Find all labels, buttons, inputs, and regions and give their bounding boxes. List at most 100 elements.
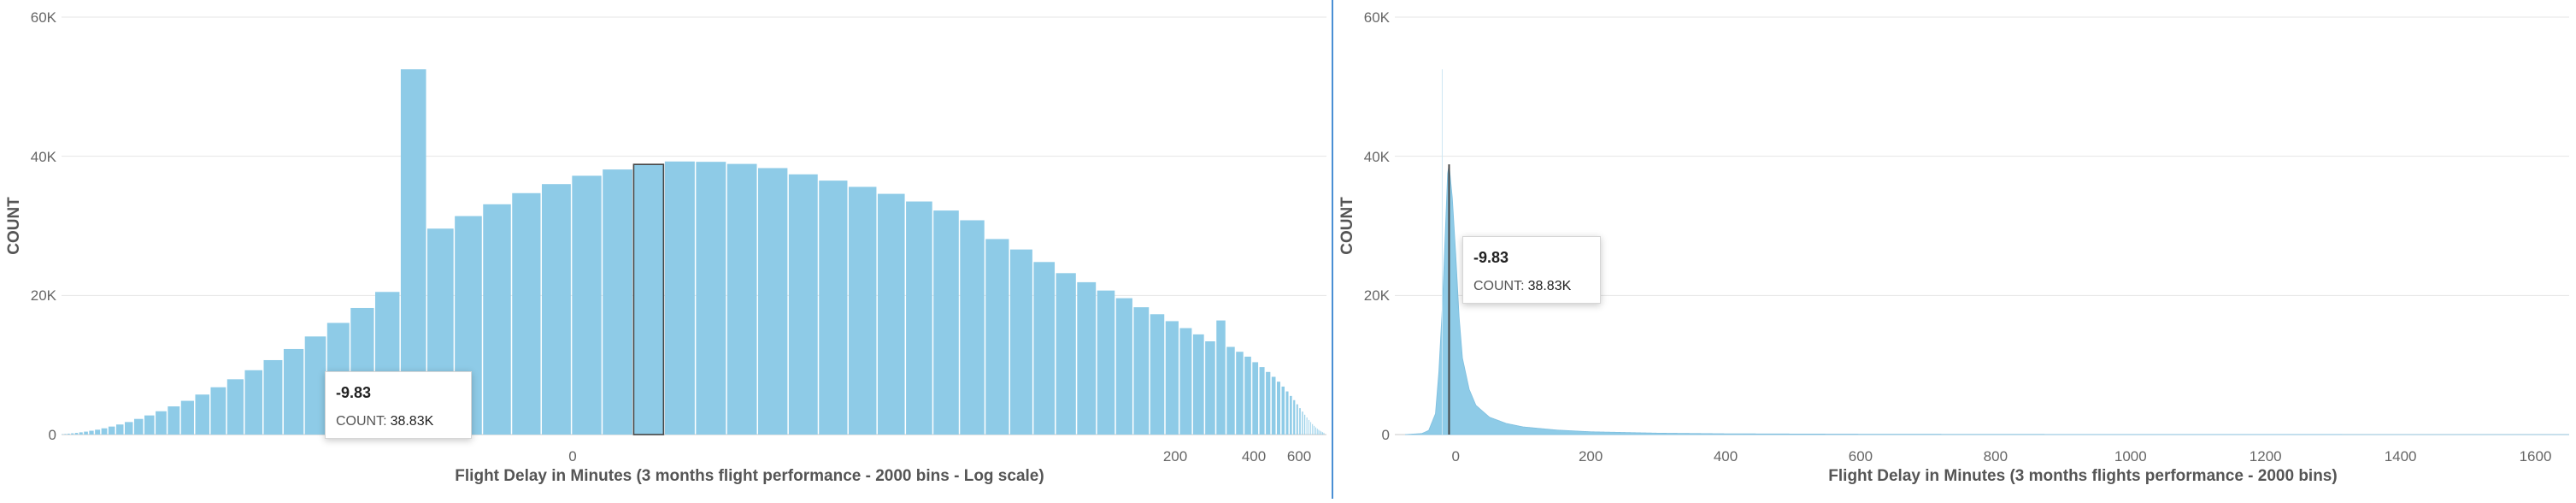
histogram-bar[interactable]: [1277, 382, 1280, 435]
histogram-bar[interactable]: [1166, 321, 1179, 435]
histogram-bar[interactable]: [1133, 307, 1149, 435]
highlighted-bar[interactable]: [633, 164, 663, 435]
histogram-bar[interactable]: [227, 379, 244, 435]
tooltip-count-label: COUNT:: [336, 414, 387, 429]
histogram-bar[interactable]: [1317, 429, 1318, 435]
x-axis-title: Flight Delay in Minutes (3 months flight…: [455, 467, 1044, 485]
histogram-bar[interactable]: [1321, 432, 1322, 435]
histogram-bar[interactable]: [1260, 367, 1265, 435]
x-tick-label: 0: [1451, 448, 1459, 465]
tooltip-bin-label: -9.83: [336, 384, 459, 402]
histogram-bar[interactable]: [168, 406, 179, 435]
x-tick-label: 1400: [2385, 448, 2417, 465]
log-scale-histogram-panel: 0 20K 40K 60K 0 200 400 600 COUNT Flight…: [0, 0, 1332, 499]
histogram-bar[interactable]: [1302, 411, 1303, 435]
tooltip-bin-label: -9.83: [1473, 249, 1588, 267]
histogram-bar[interactable]: [1193, 334, 1204, 435]
log-scale-histogram-chart: 0 20K 40K 60K 0 200 400 600 COUNT Flight…: [0, 0, 1332, 499]
bin-tooltip: -9.83 COUNT:38.83K: [325, 371, 472, 439]
histogram-bar[interactable]: [1097, 291, 1115, 435]
y-axis-ticks: 0 20K 40K 60K: [1364, 9, 1391, 443]
histogram-bar[interactable]: [195, 394, 209, 435]
histogram-bar[interactable]: [1205, 341, 1215, 435]
histogram-bar[interactable]: [1179, 328, 1191, 435]
histogram-bar[interactable]: [1282, 387, 1285, 435]
histogram-bar[interactable]: [758, 168, 787, 435]
histogram-bar[interactable]: [665, 162, 695, 435]
histogram-bar[interactable]: [603, 169, 632, 435]
histogram-bar[interactable]: [1244, 357, 1251, 435]
histogram-bars: [62, 69, 1324, 435]
histogram-bar[interactable]: [210, 388, 226, 435]
histogram-bar[interactable]: [1315, 428, 1316, 435]
histogram-bar[interactable]: [156, 411, 167, 435]
histogram-bar[interactable]: [1293, 400, 1295, 435]
histogram-bar[interactable]: [542, 184, 571, 435]
histogram-bar[interactable]: [1010, 250, 1032, 435]
histogram-bar[interactable]: [819, 180, 847, 435]
histogram-bar[interactable]: [1150, 314, 1165, 435]
histogram-bar[interactable]: [75, 433, 79, 435]
y-tick-label: 20K: [31, 287, 57, 304]
histogram-bar[interactable]: [305, 336, 326, 435]
histogram-bar[interactable]: [89, 431, 93, 435]
x-axis-title: Flight Delay in Minutes (3 months flight…: [1828, 467, 2337, 485]
histogram-bar[interactable]: [71, 434, 74, 435]
histogram-bar[interactable]: [284, 349, 303, 435]
histogram-bar[interactable]: [1312, 424, 1313, 435]
histogram-bar[interactable]: [1236, 352, 1244, 435]
histogram-bar[interactable]: [181, 401, 194, 435]
histogram-bar[interactable]: [1252, 362, 1258, 435]
histogram-bar[interactable]: [1077, 282, 1096, 435]
histogram-bar[interactable]: [79, 432, 83, 435]
histogram-bar[interactable]: [985, 239, 1009, 435]
histogram-bar[interactable]: [144, 416, 155, 435]
histogram-bar[interactable]: [727, 164, 757, 435]
histogram-bar[interactable]: [1226, 347, 1234, 435]
histogram-bar[interactable]: [960, 220, 984, 435]
histogram-bar[interactable]: [95, 429, 100, 435]
histogram-bar[interactable]: [789, 175, 818, 435]
tooltip-count-row: COUNT:38.83K: [336, 414, 459, 429]
histogram-bar[interactable]: [483, 204, 510, 435]
histogram-bar[interactable]: [1324, 433, 1325, 435]
histogram-bar[interactable]: [116, 424, 124, 435]
histogram-bar[interactable]: [1286, 392, 1289, 435]
histogram-bar[interactable]: [125, 422, 132, 435]
histogram-bar[interactable]: [64, 434, 66, 435]
histogram-bar[interactable]: [102, 429, 108, 435]
y-tick-label: 60K: [1364, 9, 1391, 26]
histogram-bar[interactable]: [1322, 432, 1323, 435]
histogram-bar[interactable]: [1310, 422, 1311, 435]
histogram-bar[interactable]: [1116, 299, 1132, 435]
histogram-bar[interactable]: [134, 419, 144, 435]
histogram-bar[interactable]: [1056, 273, 1076, 435]
histogram-bar[interactable]: [849, 186, 876, 435]
histogram-bar[interactable]: [264, 360, 283, 435]
histogram-bar[interactable]: [906, 202, 932, 435]
y-axis-title: COUNT: [1338, 197, 1356, 255]
histogram-bar[interactable]: [512, 193, 540, 435]
histogram-bar[interactable]: [1304, 415, 1305, 435]
histogram-bar[interactable]: [1290, 396, 1292, 435]
histogram-bar[interactable]: [1266, 372, 1270, 435]
histogram-bar[interactable]: [1033, 262, 1055, 435]
histogram-bar[interactable]: [572, 175, 601, 435]
histogram-bar[interactable]: [1319, 429, 1320, 435]
histogram-bar[interactable]: [878, 194, 905, 435]
histogram-bar[interactable]: [68, 434, 70, 435]
histogram-bar[interactable]: [1272, 376, 1276, 435]
histogram-bar[interactable]: [933, 210, 959, 435]
histogram-bar[interactable]: [1216, 321, 1226, 435]
histogram-bar[interactable]: [696, 162, 726, 435]
histogram-bar[interactable]: [1307, 417, 1308, 435]
y-gridlines: [1395, 17, 2569, 435]
histogram-bar[interactable]: [109, 427, 115, 435]
histogram-bar[interactable]: [1297, 405, 1298, 435]
histogram-bar[interactable]: [244, 370, 262, 435]
histogram-bar[interactable]: [84, 432, 88, 435]
histogram-bar[interactable]: [1299, 408, 1301, 435]
